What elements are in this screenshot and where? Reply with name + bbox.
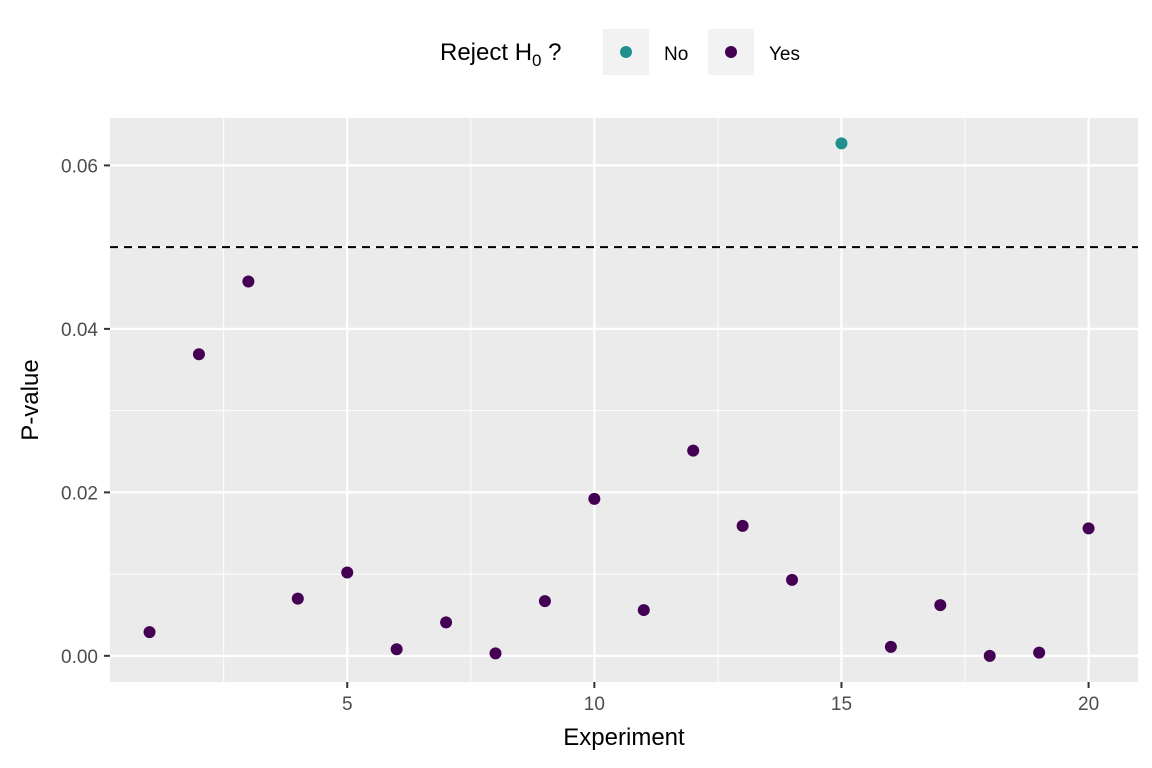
data-point-yes-exp-10 <box>588 492 601 505</box>
data-point-yes-exp-1 <box>143 626 156 639</box>
data-point-yes-exp-5 <box>341 566 354 579</box>
legend-title-text: Reject H <box>440 39 532 66</box>
data-point-yes-exp-18 <box>983 649 996 662</box>
data-point-yes-exp-13 <box>736 519 749 532</box>
legend-marker-yes <box>725 46 737 58</box>
data-point-yes-exp-19 <box>1033 646 1046 659</box>
data-point-yes-exp-7 <box>440 616 453 629</box>
legend-title-suffix: ? <box>542 39 562 66</box>
data-points <box>143 137 1095 662</box>
data-point-yes-exp-2 <box>192 348 205 361</box>
data-point-yes-exp-11 <box>637 604 650 617</box>
data-point-yes-exp-4 <box>291 592 304 605</box>
x-axis-title: Experiment <box>563 724 685 751</box>
legend: Reject H0 ? No Yes <box>440 29 800 75</box>
x-tick-label: 20 <box>1078 694 1099 715</box>
y-axis-ticks: 0.00 0.02 0.04 0.06 <box>61 156 110 668</box>
legend-marker-no <box>620 46 632 58</box>
legend-label-yes: Yes <box>769 44 800 65</box>
x-tick-label: 5 <box>342 694 353 715</box>
y-tick-label: 0.06 <box>61 156 98 177</box>
x-axis-ticks: 5 10 15 20 <box>342 682 1099 715</box>
data-point-yes-exp-14 <box>786 573 799 586</box>
data-point-yes-exp-9 <box>538 595 551 608</box>
y-tick-label: 0.04 <box>61 320 98 341</box>
legend-title: Reject H0 ? <box>440 39 562 70</box>
plot-panel <box>110 118 1138 682</box>
legend-label-no: No <box>664 44 688 65</box>
grid-major <box>110 118 1138 682</box>
data-point-yes-exp-12 <box>687 444 700 457</box>
data-point-yes-exp-17 <box>934 599 947 612</box>
x-tick-label: 10 <box>584 694 605 715</box>
data-point-yes-exp-3 <box>242 275 255 288</box>
y-tick-label: 0.02 <box>61 483 98 504</box>
data-point-yes-exp-8 <box>489 647 502 660</box>
data-point-yes-exp-6 <box>390 643 403 656</box>
legend-title-subscript: 0 <box>532 51 541 70</box>
y-axis-title: P-value <box>17 359 44 440</box>
legend-entries: No Yes <box>603 29 800 75</box>
data-point-yes-exp-16 <box>884 640 897 653</box>
y-tick-label: 0.00 <box>61 647 98 668</box>
x-tick-label: 15 <box>831 694 852 715</box>
data-point-yes-exp-20 <box>1082 522 1095 535</box>
data-point-no-exp-15 <box>835 137 848 150</box>
